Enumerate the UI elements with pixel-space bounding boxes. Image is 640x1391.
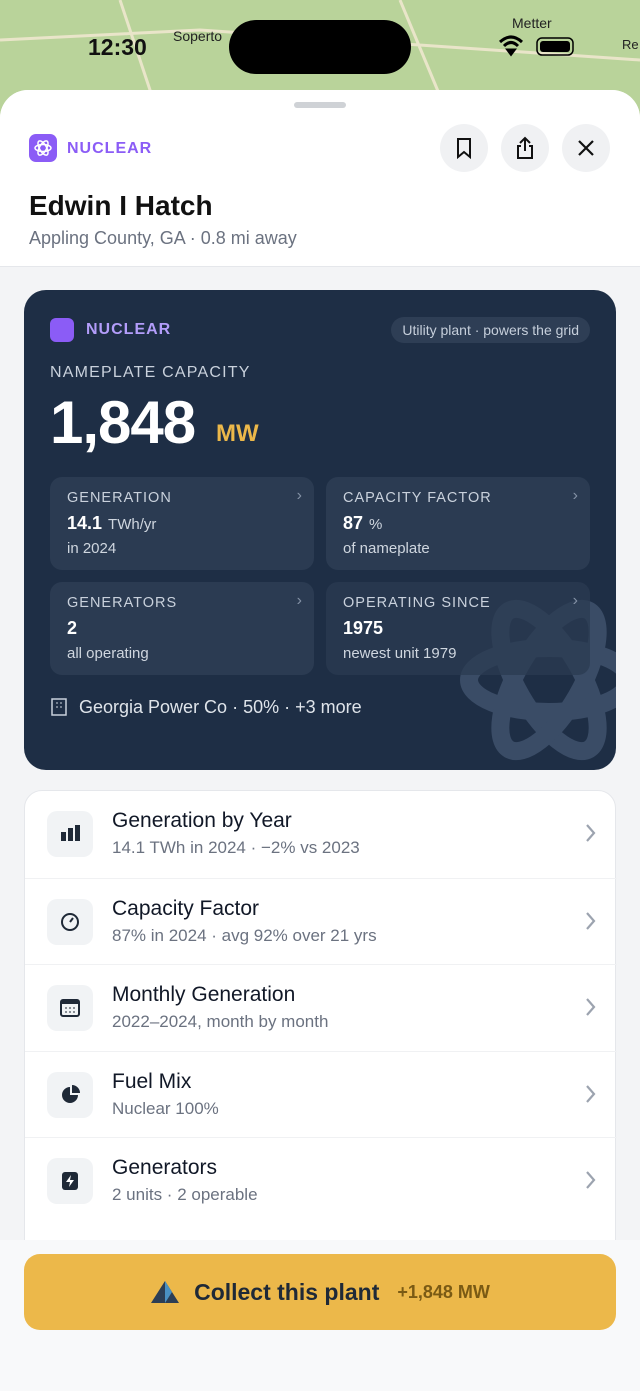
stat-value: 87 — [343, 513, 364, 533]
collect-icon — [151, 1281, 180, 1303]
row-title: Capacity Factor — [112, 896, 260, 920]
stat-label: GENERATORS — [67, 595, 178, 611]
row-icon — [47, 1158, 93, 1204]
category-icon — [29, 134, 57, 162]
stat-value: 2 — [67, 618, 78, 638]
category: NUCLEAR — [86, 321, 172, 338]
row-title: Generation by Year — [112, 809, 292, 832]
stat-tile[interactable]: OPERATING SINCE 1975 newest unit 1979 › — [326, 582, 590, 675]
stat-tile[interactable]: GENERATION 14.1 TWh/yr in 2024 › — [50, 477, 314, 570]
menu-row[interactable]: Fuel Mix Nuclear 100% — [25, 1050, 617, 1137]
bottom-sheet: NUCLEAR Edwin I Hatch Appling County, GA… — [0, 90, 640, 1391]
chevron — [586, 1171, 596, 1189]
clock: 12:30 — [88, 34, 147, 60]
row-icon — [47, 985, 93, 1031]
row-title: Generators — [112, 1156, 218, 1179]
chevron — [586, 911, 596, 930]
row-subtitle: 14.1 TWh in 2024 · −2% vs 2023 — [112, 838, 360, 857]
row-icon — [47, 811, 93, 857]
grabber[interactable] — [294, 102, 346, 108]
stat-tile[interactable]: CAPACITY FACTOR 87% of nameplate › — [326, 477, 590, 570]
detail-menu: Generation by Year 14.1 TWh in 2024 · −2%… — [24, 790, 617, 1270]
menu-row[interactable]: Capacity Factor 87% in 2024 · avg 92% ove… — [25, 877, 617, 964]
capacity-card: NUCLEAR Utility plant · powers the grid … — [24, 290, 616, 770]
category: NUCLEAR — [67, 140, 153, 157]
menu-row[interactable]: Monthly Generation 2022–2024, month by mo… — [25, 964, 617, 1050]
building-icon — [51, 698, 67, 716]
menu-row[interactable]: Generators 2 units · 2 operable — [25, 1137, 617, 1223]
collect-button[interactable]: Collect this plant +1,848 MW — [24, 1254, 616, 1330]
capacity-unit: MW — [216, 420, 259, 447]
stat-note: all operating — [67, 645, 149, 662]
dynamic-island — [229, 20, 411, 74]
stat-label: OPERATING SINCE — [343, 595, 491, 611]
close-button[interactable] — [562, 124, 610, 172]
capacity-label: NAMEPLATE CAPACITY — [50, 364, 251, 381]
header: NUCLEAR Edwin I Hatch Appling County, GA… — [0, 90, 640, 267]
bookmark-button[interactable] — [440, 124, 488, 172]
status-icons — [498, 35, 574, 57]
row-icon — [47, 898, 93, 945]
stat-note: in 2024 — [67, 540, 117, 557]
row-subtitle: 2022–2024, month by month — [112, 1012, 329, 1031]
stat-unit: % — [369, 516, 383, 533]
map-label: Re — [622, 37, 639, 52]
capacity-value: 1,848 — [50, 389, 196, 456]
chevron — [586, 1084, 596, 1103]
category-icon — [50, 318, 74, 342]
plant-location: Appling County, GA · 0.8 mi away — [29, 228, 297, 248]
stat-unit: TWh/yr — [108, 516, 157, 533]
stat-note: newest unit 1979 — [343, 645, 457, 662]
plant-badge: Utility plant · powers the grid — [391, 317, 590, 343]
owner[interactable]: Georgia Power Co · 50% · +3 more — [79, 697, 362, 717]
map-label: Metter — [512, 15, 552, 31]
share-button[interactable] — [501, 124, 549, 172]
stat-label: GENERATION — [67, 490, 172, 506]
stat-tile[interactable]: GENERATORS 2 all operating › — [50, 582, 314, 675]
chevron — [586, 824, 596, 842]
plant-name: Edwin I Hatch — [29, 190, 213, 221]
row-icon — [47, 1071, 93, 1118]
row-subtitle: Nuclear 100% — [112, 1098, 219, 1118]
menu-row[interactable]: Generation by Year 14.1 TWh in 2024 · −2%… — [25, 791, 617, 877]
chevron — [586, 998, 596, 1016]
stat-note: of nameplate — [343, 540, 430, 557]
collect-bonus: +1,848 MW — [397, 1281, 490, 1302]
row-title: Monthly Generation — [112, 983, 296, 1006]
stat-label: CAPACITY FACTOR — [343, 490, 492, 506]
row-title: Fuel Mix — [112, 1069, 192, 1093]
collect-label: Collect this plant — [194, 1278, 380, 1305]
row-subtitle: 87% in 2024 · avg 92% over 21 yrs — [112, 925, 377, 945]
map-label: Soperto — [173, 28, 223, 44]
row-subtitle: 2 units · 2 operable — [112, 1185, 258, 1204]
stat-value: 14.1 — [67, 513, 103, 533]
stat-value: 1975 — [343, 618, 384, 638]
